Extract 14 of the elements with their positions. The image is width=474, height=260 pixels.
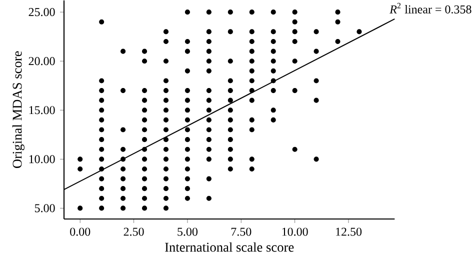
y-axis-title: Original MDAS score xyxy=(12,51,24,168)
y-tick-label: 20.00 xyxy=(28,57,55,66)
x-tick-label: 0.00 xyxy=(70,228,90,236)
x-tick-label: 2.50 xyxy=(124,228,144,236)
y-tick-label: 15.00 xyxy=(29,106,55,114)
y-tick-label: 25.00 xyxy=(28,8,55,16)
y-tick-label: 5.00 xyxy=(34,204,55,212)
x-axis-title: International scale score xyxy=(165,242,294,252)
annotation: R$^{2}$ linear = 0.358 xyxy=(390,2,472,14)
x-tick-label: 7.50 xyxy=(231,228,252,236)
y-tick-label: 10.00 xyxy=(29,155,55,164)
x-tick-label: 10.00 xyxy=(282,228,308,236)
x-tick-label: 12.50 xyxy=(336,228,362,236)
x-tick-label: 5.00 xyxy=(178,228,198,236)
